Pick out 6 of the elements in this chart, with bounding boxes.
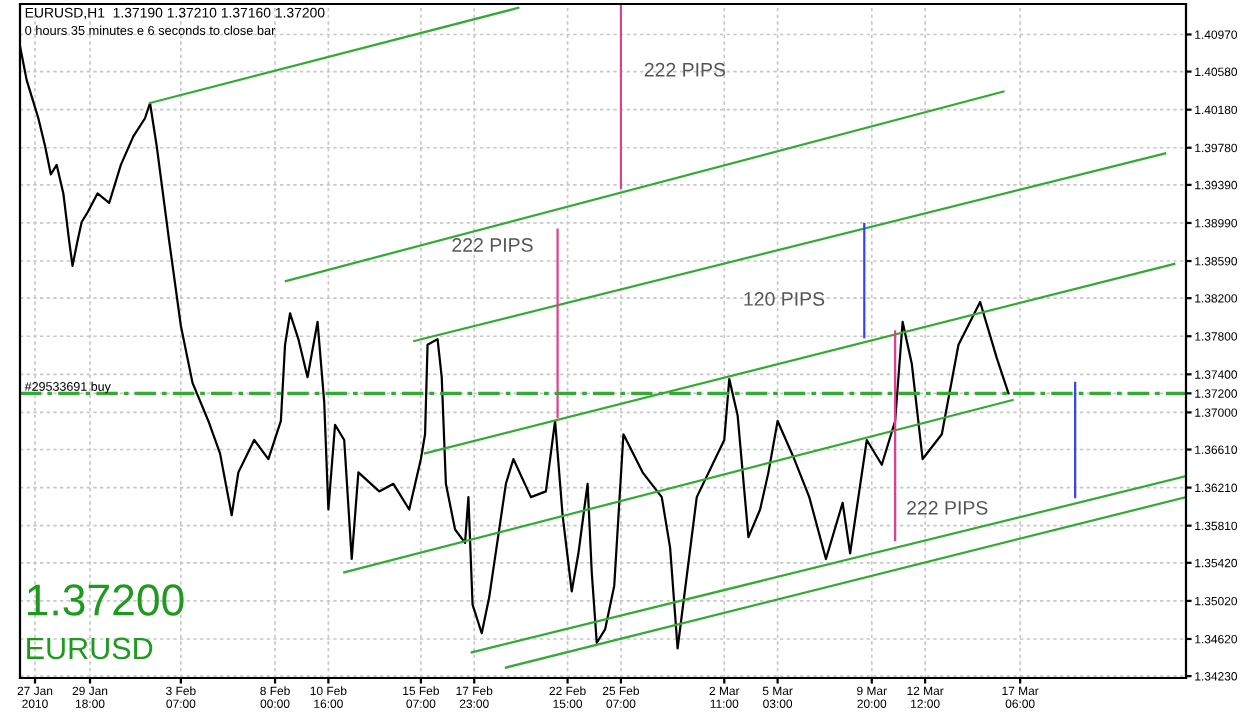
annotation: 222 PIPS (644, 62, 726, 77)
annotation: 120 PIPS (744, 292, 825, 306)
annotation: 222 PIPS (907, 500, 988, 515)
annotation: 1.37200 (28, 584, 184, 616)
annotation: 222 PIPS (452, 238, 533, 252)
annotation: EURUSD (27, 637, 153, 660)
